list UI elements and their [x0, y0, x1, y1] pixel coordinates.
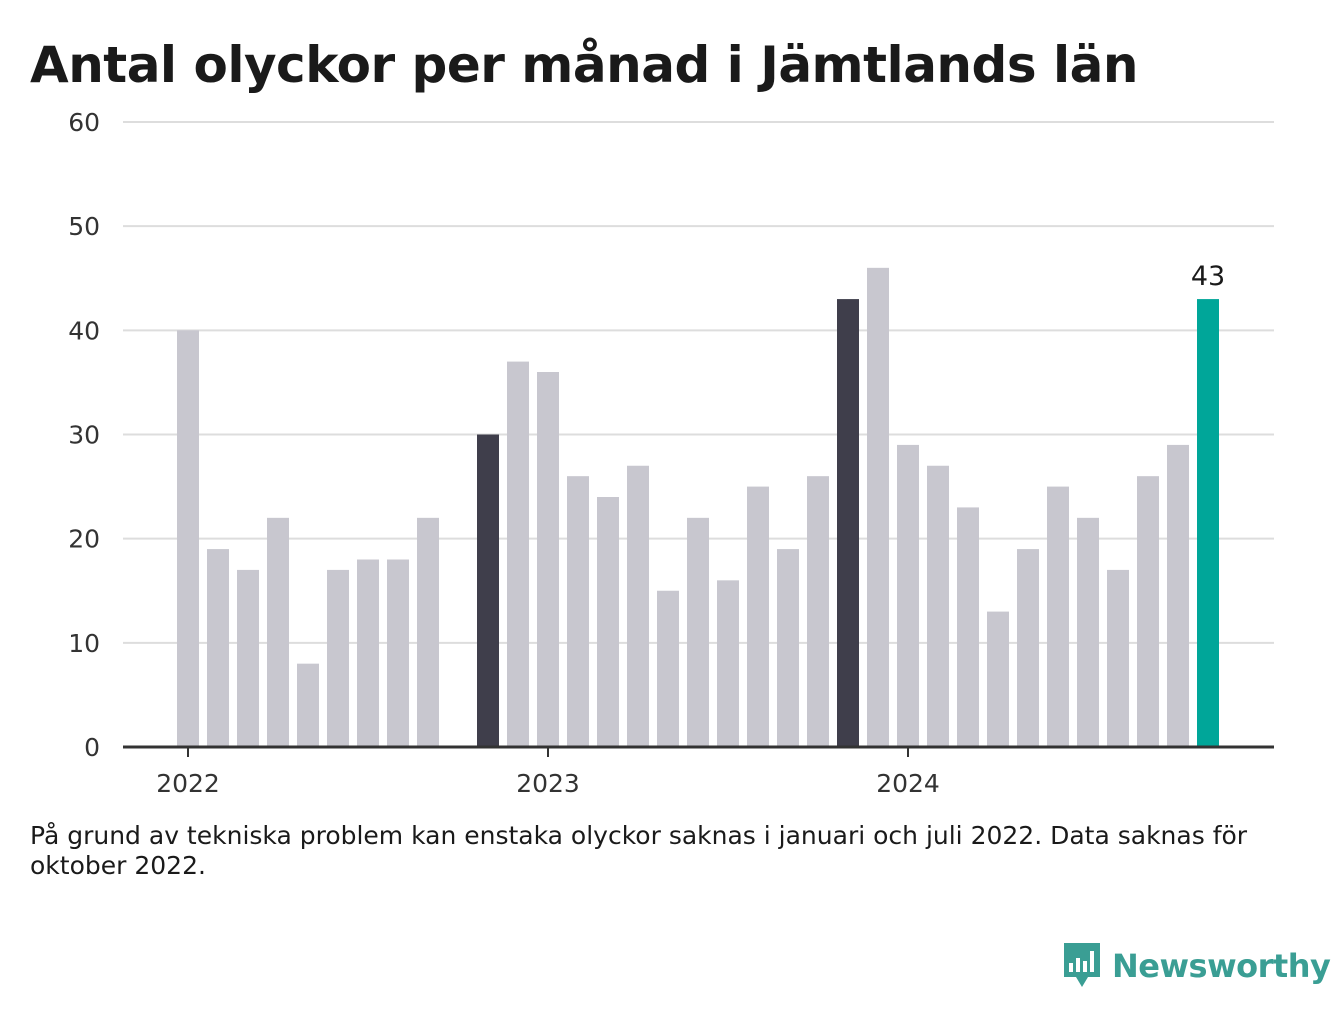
- bar: [897, 444, 919, 747]
- bar: [807, 476, 829, 747]
- bar: [537, 372, 559, 747]
- bar: [1167, 444, 1189, 747]
- bar: [177, 330, 199, 747]
- newsworthy-logo: Newsworthy: [1062, 940, 1331, 992]
- bar: [207, 549, 229, 747]
- bar: [1197, 299, 1219, 747]
- bar: [237, 569, 259, 747]
- y-tick-label: 50: [68, 212, 100, 241]
- bar: [1047, 486, 1069, 747]
- bar: [717, 580, 739, 747]
- bar: [837, 299, 859, 747]
- bar: [777, 549, 799, 747]
- y-tick-label: 30: [68, 421, 100, 450]
- bar: [297, 663, 319, 747]
- bar: [357, 559, 379, 747]
- bar: [927, 465, 949, 747]
- x-tick-label: 2022: [156, 769, 220, 798]
- bar: [597, 497, 619, 747]
- y-axis-labels: 0 10 20 30 40 50 60: [68, 108, 100, 762]
- bar: [627, 465, 649, 747]
- bar: [657, 590, 679, 747]
- bar: [387, 559, 409, 747]
- bar: [327, 569, 349, 747]
- bar: [987, 611, 1009, 747]
- bar: [867, 267, 889, 747]
- brand-name: Newsworthy: [1112, 947, 1331, 985]
- newsworthy-logo-icon: [1064, 943, 1100, 987]
- bar: [747, 486, 769, 747]
- bar: [957, 507, 979, 747]
- y-tick-label: 20: [68, 525, 100, 554]
- bar-chart: 43 0 10 20 30 40 50 60 2022 2023 2024: [68, 108, 1274, 798]
- latest-value-label: 43: [1191, 261, 1225, 292]
- bar: [267, 517, 289, 747]
- bar: [1017, 549, 1039, 747]
- bar: [477, 434, 499, 747]
- y-tick-label: 10: [68, 629, 100, 658]
- bar: [1137, 476, 1159, 747]
- y-tick-label: 40: [68, 316, 100, 345]
- bar: [1077, 517, 1099, 747]
- x-tick-label: 2024: [876, 769, 940, 798]
- bar: [567, 476, 589, 747]
- y-tick-label: 60: [68, 108, 100, 137]
- x-tick-label: 2023: [516, 769, 580, 798]
- bar: [1107, 569, 1129, 747]
- y-tick-label: 0: [84, 733, 100, 762]
- chart-title: Antal olyckor per månad i Jämtlands län: [30, 36, 1138, 94]
- bar: [687, 517, 709, 747]
- x-axis-labels: 2022 2023 2024: [156, 747, 940, 798]
- bar: [417, 517, 439, 747]
- footnote: På grund av tekniska problem kan enstaka…: [30, 821, 1248, 880]
- bar: [507, 361, 529, 747]
- bars: 43: [177, 261, 1225, 747]
